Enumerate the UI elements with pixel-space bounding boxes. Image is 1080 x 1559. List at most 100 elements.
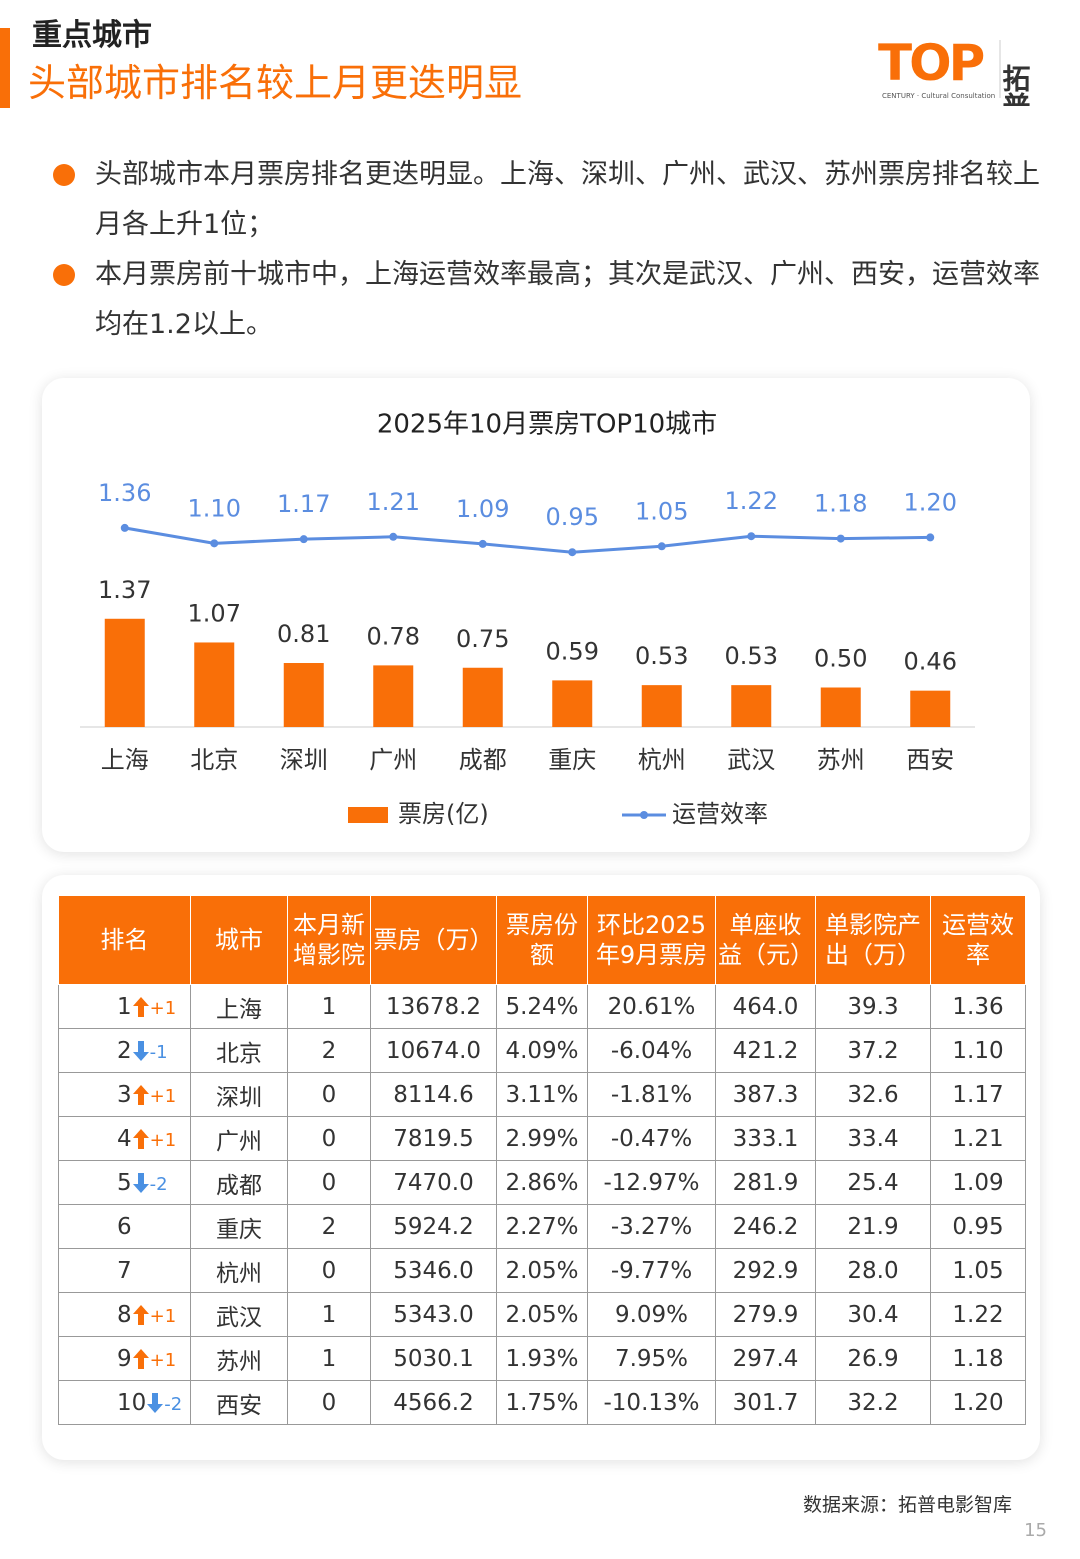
bar [462, 667, 503, 727]
table-cell: 0 [287, 1248, 371, 1293]
table-cell: 297.4 [715, 1336, 816, 1381]
table-cell: 26.9 [815, 1336, 931, 1381]
line-value-label: 1.21 [367, 488, 420, 516]
bar-value-label: 0.53 [725, 642, 778, 670]
bar [910, 690, 951, 727]
page-number: 15 [1024, 1520, 1047, 1541]
rank: 10 [117, 1389, 147, 1416]
table-cell: 2.05% [496, 1248, 588, 1293]
rank-change: +1 [149, 1085, 177, 1107]
bullet-dot [53, 264, 75, 286]
table-cell: 武汉 [190, 1292, 288, 1337]
rank-change: -1 [149, 1041, 168, 1063]
rank-change: -2 [149, 1173, 168, 1195]
rank-cell: 4 +1 [58, 1116, 191, 1161]
bar-value-label: 0.59 [546, 637, 599, 665]
bar-value-label: 1.37 [98, 576, 151, 604]
table-cell: 33.4 [815, 1116, 931, 1161]
table-cell: 4.09% [496, 1028, 588, 1073]
table-cell: 2 [287, 1028, 371, 1073]
table-cell: -0.47% [587, 1116, 716, 1161]
header-cell: 票房份额 [496, 895, 588, 985]
x-tick-label: 成都 [459, 746, 507, 774]
bullet: 头部城市本月票房排名更迭明显。上海、深圳、广州、武汉、苏州票房排名较上月各上升1… [50, 150, 1040, 250]
rank: 5 [117, 1169, 132, 1196]
table-cell: 2.05% [496, 1292, 588, 1337]
table-cell: -12.97% [587, 1160, 716, 1205]
line-point [926, 533, 935, 542]
bar [283, 663, 324, 727]
header-cell: 本月新增影院 [287, 895, 371, 985]
data-row: 5 -2 成都 0 7470.0 2.86% -12.97% 281.9 25.4 1.09 [58, 1160, 1026, 1205]
rank-change: +1 [149, 1129, 177, 1151]
table-cell: 25.4 [815, 1160, 931, 1205]
table-cell: 2.27% [496, 1204, 588, 1249]
table-cell: 0 [287, 1072, 371, 1117]
bar-value-label: 0.53 [635, 642, 688, 670]
line-value-label: 0.95 [546, 503, 599, 531]
x-tick-label: 杭州 [638, 746, 686, 774]
table-cell: 3.11% [496, 1072, 588, 1117]
header-cell: 运营效率 [930, 895, 1026, 985]
table-cell: 0 [287, 1160, 371, 1205]
bar [552, 680, 593, 727]
table-cell: 2 [287, 1204, 371, 1249]
bar [820, 687, 861, 727]
table-cell: 9.09% [587, 1292, 716, 1337]
data-row: 4 +1 广州 0 7819.5 2.99% -0.47% 333.1 33.4 1.21 [58, 1116, 1026, 1161]
table-cell: 421.2 [715, 1028, 816, 1073]
x-tick-label: 苏州 [817, 746, 865, 774]
bar-value-label: 0.81 [277, 620, 330, 648]
line-point [299, 535, 308, 544]
table-cell: 4566.2 [370, 1380, 497, 1425]
line-value-label: 1.10 [188, 494, 241, 522]
bullet: 本月票房前十城市中，上海运营效率最高；其次是武汉、广州、西安，运营效率均在1.2… [50, 250, 1040, 350]
table-cell: 30.4 [815, 1292, 931, 1337]
line-value-label: 1.18 [814, 490, 867, 518]
table-cell: 8114.6 [370, 1072, 497, 1117]
line [124, 526, 931, 554]
table-cell: 5343.0 [370, 1292, 497, 1337]
rank-arrow [147, 1393, 164, 1413]
table-cell: 苏州 [190, 1336, 288, 1381]
x-tick-label: 重庆 [548, 746, 596, 774]
header-cell: 单影院产出（万） [815, 895, 931, 985]
table-cell: 2.99% [496, 1116, 588, 1161]
x-tick-label: 广州 [369, 746, 417, 774]
bar [641, 685, 682, 727]
rank-arrow [132, 1305, 149, 1325]
data-row: 3 +1 深圳 0 8114.6 3.11% -1.81% 387.3 32.6 1.17 [58, 1072, 1026, 1117]
table-cell: 1.10 [930, 1028, 1026, 1073]
table-cell: 西安 [190, 1380, 288, 1425]
source-note: 数据来源：拓普电影智库 [802, 1494, 1012, 1516]
table-cell: 成都 [190, 1160, 288, 1205]
rank-cell: 7 [58, 1248, 191, 1293]
line-point [747, 532, 756, 541]
table-cell: 上海 [190, 984, 288, 1029]
table-cell: 20.61% [587, 984, 716, 1029]
table-cell: 0 [287, 1380, 371, 1425]
table-cell: 1.21 [930, 1116, 1026, 1161]
table-cell: 281.9 [715, 1160, 816, 1205]
x-tick-label: 北京 [190, 746, 238, 774]
line-point [389, 532, 398, 541]
table-cell: 1.05 [930, 1248, 1026, 1293]
rank: 8 [117, 1301, 132, 1328]
table-cell: 7.95% [587, 1336, 716, 1381]
table-cell: 28.0 [815, 1248, 931, 1293]
table-cell: 246.2 [715, 1204, 816, 1249]
arrow-shape [147, 1393, 164, 1413]
arrow-shape [132, 1085, 149, 1105]
table-cell: -1.81% [587, 1072, 716, 1117]
table-cell: 5030.1 [370, 1336, 497, 1381]
rank: 3 [117, 1081, 132, 1108]
table-cell: 5.24% [496, 984, 588, 1029]
table-cell: 5924.2 [370, 1204, 497, 1249]
bar-value-label: 0.78 [367, 622, 420, 650]
arrow-shape [132, 1173, 149, 1193]
table-cell: 32.2 [815, 1380, 931, 1425]
rank-cell: 2 -1 [58, 1028, 191, 1073]
table-cell: 1 [287, 984, 371, 1029]
accent-bar [0, 28, 10, 108]
rank-cell: 9 +1 [58, 1336, 191, 1381]
